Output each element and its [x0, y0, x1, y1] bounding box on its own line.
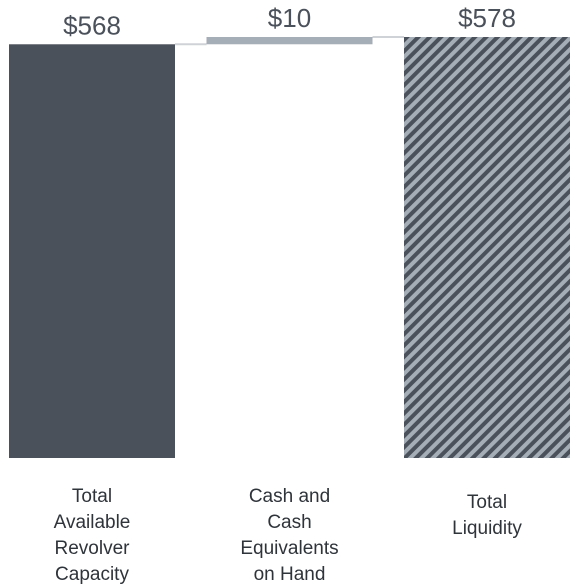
value-label: $578: [458, 3, 516, 33]
category-label: Total Available Revolver Capacity: [53, 486, 131, 585]
bar: [9, 44, 175, 458]
value-label: $10: [268, 3, 311, 33]
category-label: Cash and Cash Equivalents on Hand: [240, 486, 339, 585]
bar: [404, 37, 570, 458]
category-label: Total Liquidity: [452, 492, 522, 539]
value-label: $568: [63, 10, 121, 40]
bar: [206, 37, 373, 45]
